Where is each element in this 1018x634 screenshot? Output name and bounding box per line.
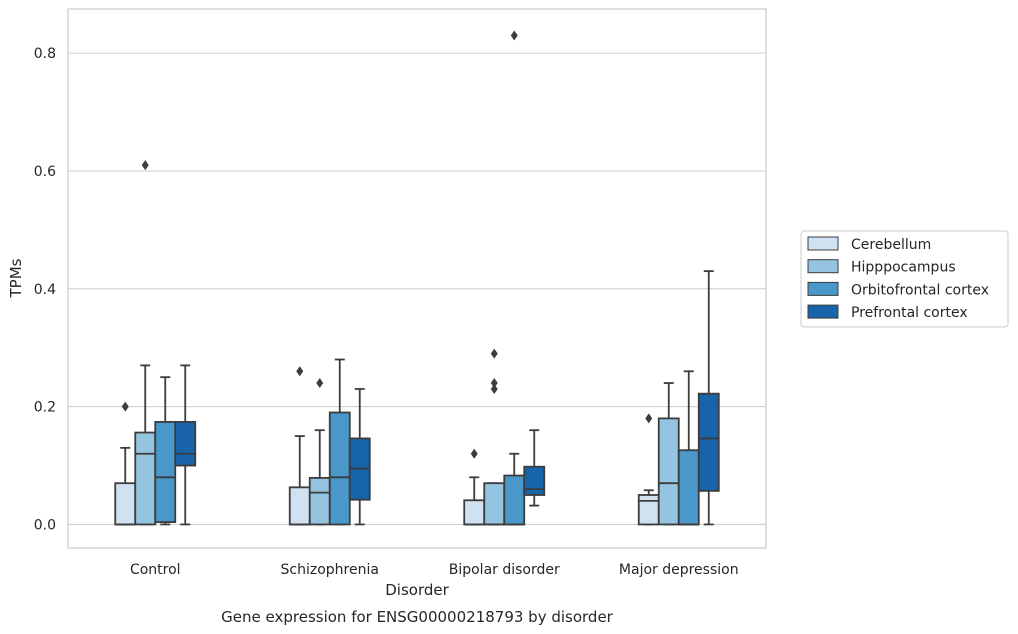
box-cerebellum [637, 413, 660, 526]
box-body [463, 499, 486, 526]
boxes [114, 30, 720, 526]
outlier-point [490, 383, 498, 394]
box-body [114, 482, 137, 526]
y-axis-ticks: 0.0 0.2 0.4 0.6 0.8 [34, 46, 56, 533]
box-prefrontal-cortex [523, 429, 546, 507]
box-orbitofrontal-cortex [503, 30, 526, 526]
legend: Cerebellum Hipppocampus Orbitofrontal cort… [800, 230, 1009, 328]
y-tick-label: 0.6 [34, 164, 56, 180]
legend-label: Prefrontal cortex [851, 305, 968, 321]
box-hipppocampus [657, 382, 680, 526]
x-axis-ticks: Control Schizophrenia Bipolar disorder Majo… [130, 562, 739, 578]
legend-frame [800, 230, 1009, 328]
box-body [328, 411, 351, 526]
box-body [697, 392, 720, 492]
y-tick-label: 0.4 [34, 282, 56, 298]
box-prefrontal-cortex [174, 364, 197, 526]
legend-swatch [807, 281, 839, 296]
box-hipppocampus [134, 160, 157, 526]
box-body [637, 494, 660, 526]
chart-caption: Gene expression for ENSG00000218793 by d… [221, 608, 614, 626]
y-tick-label: 0.2 [34, 400, 56, 416]
box-body [174, 421, 197, 467]
legend-label: Cerebellum [851, 237, 931, 253]
outlier-point [470, 448, 478, 459]
outlier-point [510, 30, 518, 41]
x-tick-label: Schizophrenia [281, 562, 379, 578]
x-tick-label: Control [130, 562, 181, 578]
legend-swatch [807, 236, 839, 251]
x-axis-title: Disorder [385, 581, 449, 599]
legend-label: Hipppocampus [851, 260, 956, 276]
y-axis-title: TPMs [7, 258, 25, 298]
legend-items: Cerebellum Hipppocampus Orbitofrontal cort… [807, 236, 989, 321]
box-body [677, 449, 700, 526]
outlier-point [645, 413, 653, 424]
x-tick-label: Bipolar disorder [449, 562, 560, 578]
outlier-point [316, 378, 324, 389]
box-body [503, 474, 526, 526]
x-tick-label: Major depression [619, 562, 739, 578]
legend-label: Orbitofrontal cortex [851, 282, 989, 298]
box-cerebellum [114, 401, 137, 526]
y-tick-label: 0.0 [34, 517, 56, 533]
box-hipppocampus [483, 348, 506, 526]
plot-frame [67, 8, 767, 549]
box-body [134, 431, 157, 526]
box-hipppocampus [308, 378, 331, 526]
box-cerebellum [288, 366, 311, 526]
box-body [154, 421, 177, 523]
box-cerebellum [463, 448, 486, 526]
box-body [308, 477, 331, 526]
box-prefrontal-cortex [697, 270, 720, 526]
legend-swatch [807, 259, 839, 274]
box-orbitofrontal-cortex [154, 376, 177, 526]
legend-swatch [807, 304, 839, 319]
outlier-point [141, 160, 149, 171]
y-tick-label: 0.8 [34, 46, 56, 62]
outlier-point [296, 366, 304, 377]
box-orbitofrontal-cortex [328, 358, 351, 526]
box-body [523, 465, 546, 496]
outlier-point [121, 401, 129, 412]
box-orbitofrontal-cortex [677, 370, 700, 526]
outlier-point [490, 348, 498, 359]
box-prefrontal-cortex [348, 388, 371, 526]
box-body [288, 486, 311, 526]
box-body [483, 482, 506, 526]
box-body [657, 417, 680, 526]
outlier-point [490, 378, 498, 389]
